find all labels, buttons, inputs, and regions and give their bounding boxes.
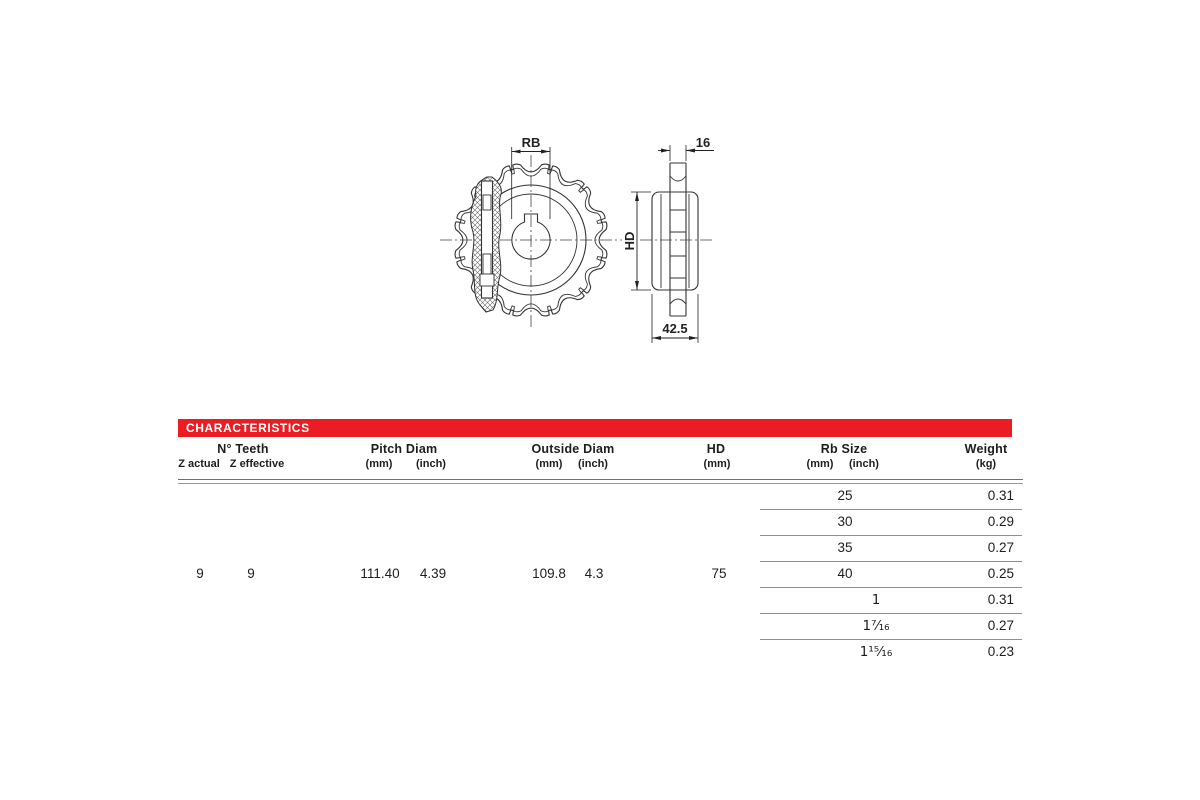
subheader-hd-mm: (mm): [703, 458, 731, 470]
rb-table-row: 25 0.31: [760, 484, 1022, 510]
hub-profile: [651, 191, 699, 291]
rb-mm-value: 25: [837, 488, 853, 503]
value-hd-mm: 75: [711, 566, 727, 581]
section-key-lower: [482, 253, 492, 276]
rb-table-row: 40 0.25: [760, 562, 1022, 588]
subheader-pitch-inch: (inch): [416, 458, 446, 470]
value-z-actual: 9: [196, 566, 204, 581]
table-header-rule: [178, 479, 1023, 484]
rb-inch-value: 1⁷⁄₁₆: [862, 618, 890, 634]
sprocket-teeth-outline: [454, 163, 608, 317]
weight-value: 0.31: [987, 488, 1014, 503]
subheader-outside-mm: (mm): [535, 458, 563, 470]
bore-with-keyway: [511, 213, 551, 260]
weight-value: 0.31: [987, 592, 1014, 607]
value-outside-inch: 4.3: [584, 566, 604, 581]
weight-value: 0.25: [987, 566, 1014, 581]
sprocket-side-view: [640, 162, 713, 317]
rb-inch-value: 1: [871, 592, 881, 608]
subheader-outside-inch: (inch): [578, 458, 608, 470]
top-tooth-seat-arc: [669, 175, 687, 182]
characteristics-banner: CHARACTERISTICS: [178, 419, 1012, 437]
bottom-tooth-seat-arc: [669, 298, 687, 305]
value-z-effective: 9: [247, 566, 255, 581]
rb-table-row: 1¹⁵⁄₁₆ 0.23: [760, 640, 1022, 666]
sprocket-teeth-inner-contour: [458, 167, 604, 313]
rb-table-row: 35 0.27: [760, 536, 1022, 562]
chain-link-lines: [670, 209, 686, 279]
table-title: CHARACTERISTICS: [186, 421, 310, 435]
hubwidth-extension-lines: [651, 294, 699, 343]
column-header-hd: HD: [706, 442, 726, 456]
rb-inch-value: 1¹⁵⁄₁₆: [859, 644, 893, 660]
hub-outer-circle: [475, 184, 587, 296]
rb-extension-lines: [511, 147, 551, 219]
rb-mm-value: 30: [837, 514, 853, 529]
section-key-column: [480, 180, 494, 299]
value-pitch-mm: 111.40: [360, 566, 400, 581]
weight-value: 0.27: [987, 618, 1014, 633]
hd-dimension-label: HD: [622, 232, 637, 251]
value-pitch-inch: 4.39: [419, 566, 447, 581]
subheader-z-effective: Z effective: [229, 458, 285, 470]
rb-dimension-label: RB: [522, 135, 541, 150]
dimension-annotations: RB 16 42.5 HD: [511, 135, 714, 343]
subheader-rb-mm: (mm): [806, 458, 834, 470]
rb-mm-value: 40: [837, 566, 853, 581]
subheader-z-actual: Z actual: [178, 458, 220, 470]
column-header-weight: Weight: [964, 442, 1008, 456]
rb-table-row: 30 0.29: [760, 510, 1022, 536]
section-hatch-band: [470, 176, 502, 313]
hub-inner-circle: [484, 193, 578, 287]
width16-label: 16: [696, 135, 710, 150]
subheader-rb-inch: (inch): [849, 458, 879, 470]
column-header-outside: Outside Diam: [531, 442, 615, 456]
weight-value: 0.29: [987, 514, 1014, 529]
subheader-weight-kg: (kg): [975, 458, 997, 470]
column-header-pitch: Pitch Diam: [370, 442, 438, 456]
rb-table-row: 1 0.31: [760, 588, 1022, 614]
hub-chamfer-lines: [660, 194, 690, 288]
section-key-base: [479, 273, 495, 287]
rb-mm-value: 35: [837, 540, 853, 555]
weight-value: 0.27: [987, 540, 1014, 555]
column-header-teeth: N° Teeth: [217, 442, 269, 456]
subheader-pitch-mm: (mm): [365, 458, 393, 470]
section-key-top: [482, 194, 492, 211]
value-outside-mm: 109.8: [532, 566, 566, 581]
weight-value: 0.23: [987, 644, 1014, 659]
width16-extension-lines: [669, 145, 687, 161]
hd-extension-lines: [631, 191, 651, 291]
sprocket-front-view: [440, 155, 622, 330]
tooth-plate-column: [669, 162, 687, 317]
rb-table-row: 1⁷⁄₁₆ 0.27: [760, 614, 1022, 640]
column-header-rb: Rb Size: [820, 442, 868, 456]
hubwidth-label: 42.5: [662, 321, 687, 336]
